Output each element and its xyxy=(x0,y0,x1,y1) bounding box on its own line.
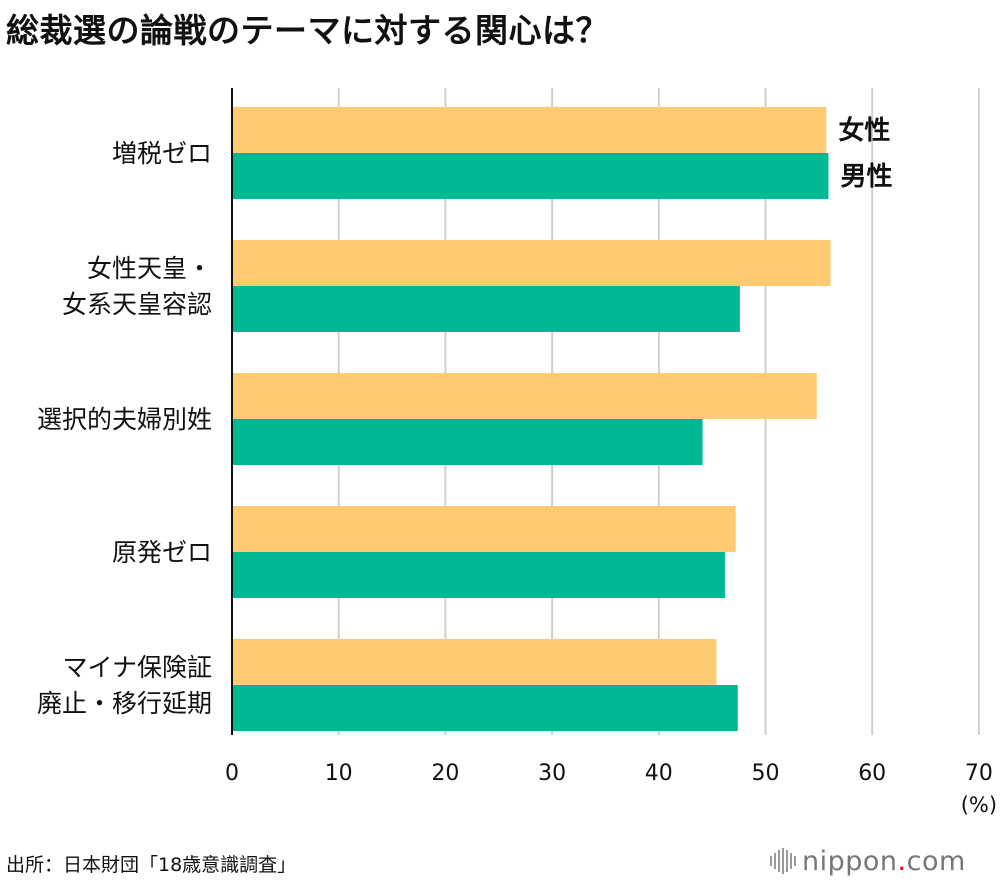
bar-male xyxy=(232,552,725,598)
x-tick-label: 20 xyxy=(431,761,459,786)
category-label: マイナ保険証 xyxy=(62,653,212,682)
x-axis-ticks: 0 10 20 30 40 50 60 70 xyxy=(225,761,993,786)
logo-bars-icon xyxy=(770,848,796,874)
category-label: 増税ゼロ xyxy=(112,139,212,168)
bar-chart: 増税ゼロ女性天皇・女系天皇容認選択的夫婦別姓原発ゼロマイナ保険証廃止・移行延期 … xyxy=(37,88,997,817)
category-label: 女性天皇・ xyxy=(87,254,212,283)
x-tick-label: 10 xyxy=(325,761,353,786)
bar-female xyxy=(232,107,827,153)
x-tick-label: 30 xyxy=(538,761,566,786)
category-label: 女系天皇容認 xyxy=(62,290,212,319)
logo-text: nippon.com xyxy=(802,845,966,877)
bar-female xyxy=(232,639,717,685)
bar-female xyxy=(232,506,736,552)
x-tick-label: 70 xyxy=(965,761,993,786)
x-tick-label: 40 xyxy=(645,761,673,786)
bar-female xyxy=(232,240,831,286)
legend-label: 男性 xyxy=(840,162,892,192)
category-label: 原発ゼロ xyxy=(112,538,212,567)
bar-male xyxy=(232,685,738,731)
category-label: 廃止・移行延期 xyxy=(37,689,212,718)
x-tick-label: 0 xyxy=(225,761,239,786)
category-label: 選択的夫婦別姓 xyxy=(37,405,212,434)
chart-title: 総裁選の論戦のテーマに対する関心は？ xyxy=(6,11,609,50)
source-note: 出所：日本財団「18歳意識調査」 xyxy=(6,854,297,876)
nippon-logo: nippon.com xyxy=(770,843,966,879)
x-tick-label: 50 xyxy=(752,761,780,786)
legend-label: 女性 xyxy=(838,115,890,146)
unit-label: (%) xyxy=(961,793,997,817)
bar-female xyxy=(232,373,817,419)
bars xyxy=(232,107,831,731)
bar-male xyxy=(232,419,703,465)
x-tick-label: 60 xyxy=(858,761,886,786)
bar-male xyxy=(232,286,740,332)
bar-male xyxy=(232,153,829,199)
